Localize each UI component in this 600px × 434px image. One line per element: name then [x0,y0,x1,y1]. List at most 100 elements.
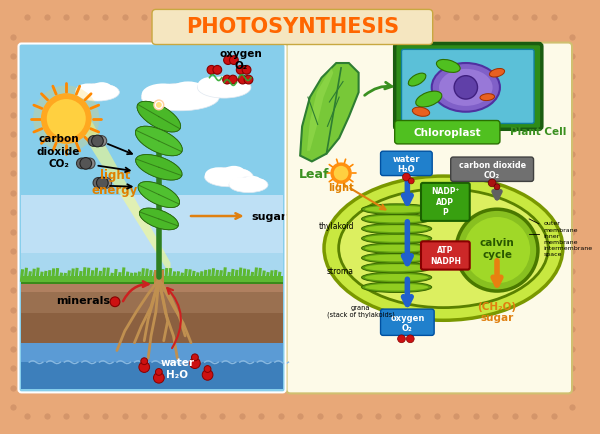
Ellipse shape [178,86,217,107]
Circle shape [139,362,149,372]
FancyBboxPatch shape [395,121,500,145]
Text: light: light [328,182,354,192]
Text: stroma: stroma [327,266,354,276]
Circle shape [47,100,86,139]
Circle shape [406,335,414,343]
Text: outer
membrane
inner
membrane
intermembrane
space: outer membrane inner membrane intermembr… [544,221,593,257]
Circle shape [454,76,478,100]
Text: Plant Cell: Plant Cell [509,127,566,137]
Ellipse shape [362,214,432,225]
Circle shape [230,56,238,66]
Circle shape [96,136,107,147]
Ellipse shape [205,168,253,187]
Ellipse shape [412,108,430,117]
Ellipse shape [197,78,227,95]
Ellipse shape [92,83,112,94]
Circle shape [97,178,108,189]
Ellipse shape [362,253,432,264]
Text: Chloroplast: Chloroplast [413,128,481,138]
Circle shape [334,167,349,181]
Ellipse shape [365,255,428,262]
Bar [22,277,283,285]
Ellipse shape [136,127,182,156]
FancyBboxPatch shape [152,10,433,46]
Ellipse shape [96,85,118,99]
Circle shape [84,159,95,169]
Bar [154,270,164,285]
FancyBboxPatch shape [395,44,542,130]
Circle shape [464,217,530,283]
Ellipse shape [139,209,178,230]
Text: sugar: sugar [251,211,287,221]
Ellipse shape [416,92,442,108]
FancyBboxPatch shape [380,152,432,176]
Ellipse shape [365,206,428,213]
Ellipse shape [365,245,428,252]
Text: grana
(stack of thylakoids): grana (stack of thylakoids) [326,304,395,318]
Circle shape [398,335,406,343]
Text: light
energy: light energy [92,168,138,197]
Ellipse shape [480,95,494,102]
Ellipse shape [362,263,432,273]
Ellipse shape [142,84,219,112]
Circle shape [202,370,213,380]
Circle shape [154,372,164,383]
Circle shape [93,178,104,189]
Circle shape [224,56,232,66]
Bar [22,283,283,293]
Ellipse shape [338,189,548,308]
FancyArrowPatch shape [365,83,392,96]
Text: (CH₂O)
sugar: (CH₂O) sugar [478,301,517,322]
Circle shape [236,66,245,75]
Ellipse shape [362,204,432,215]
Bar [22,195,283,253]
Circle shape [154,101,164,111]
Text: NADP⁺
ADP
P: NADP⁺ ADP P [431,187,460,217]
Bar [22,195,283,293]
Circle shape [155,368,162,375]
Ellipse shape [244,177,261,187]
Circle shape [77,159,87,169]
Bar [22,343,283,390]
FancyBboxPatch shape [380,309,434,335]
Circle shape [229,76,237,85]
Ellipse shape [76,84,119,102]
Circle shape [101,178,112,189]
Text: carbon dioxide
CO₂: carbon dioxide CO₂ [458,161,526,179]
Ellipse shape [229,178,251,190]
Circle shape [242,66,251,75]
Ellipse shape [362,282,432,293]
Ellipse shape [324,177,563,321]
Ellipse shape [362,224,432,234]
Ellipse shape [436,60,460,73]
Text: carbon
dioxide
CO₂: carbon dioxide CO₂ [37,134,80,168]
FancyBboxPatch shape [421,242,470,270]
Text: minerals: minerals [56,295,110,305]
Circle shape [223,76,232,85]
FancyBboxPatch shape [421,184,470,221]
Text: calvin
cycle: calvin cycle [479,237,514,260]
Text: oxygen
O₂: oxygen O₂ [220,49,262,71]
Text: thylakoid: thylakoid [318,222,354,231]
FancyBboxPatch shape [19,44,286,392]
Circle shape [488,180,496,187]
Circle shape [494,184,500,190]
Ellipse shape [365,236,428,242]
Ellipse shape [432,64,500,112]
Ellipse shape [76,84,100,98]
Ellipse shape [205,168,232,184]
Ellipse shape [229,178,268,193]
Ellipse shape [142,84,185,106]
Ellipse shape [365,216,428,223]
Ellipse shape [365,226,428,233]
Text: water
H₂O: water H₂O [392,155,420,173]
Ellipse shape [490,69,505,78]
Circle shape [141,358,148,365]
Ellipse shape [362,273,432,283]
Ellipse shape [247,179,267,191]
Ellipse shape [197,78,251,99]
Ellipse shape [217,76,242,90]
Circle shape [244,76,253,85]
Circle shape [156,103,162,108]
Circle shape [41,94,92,145]
